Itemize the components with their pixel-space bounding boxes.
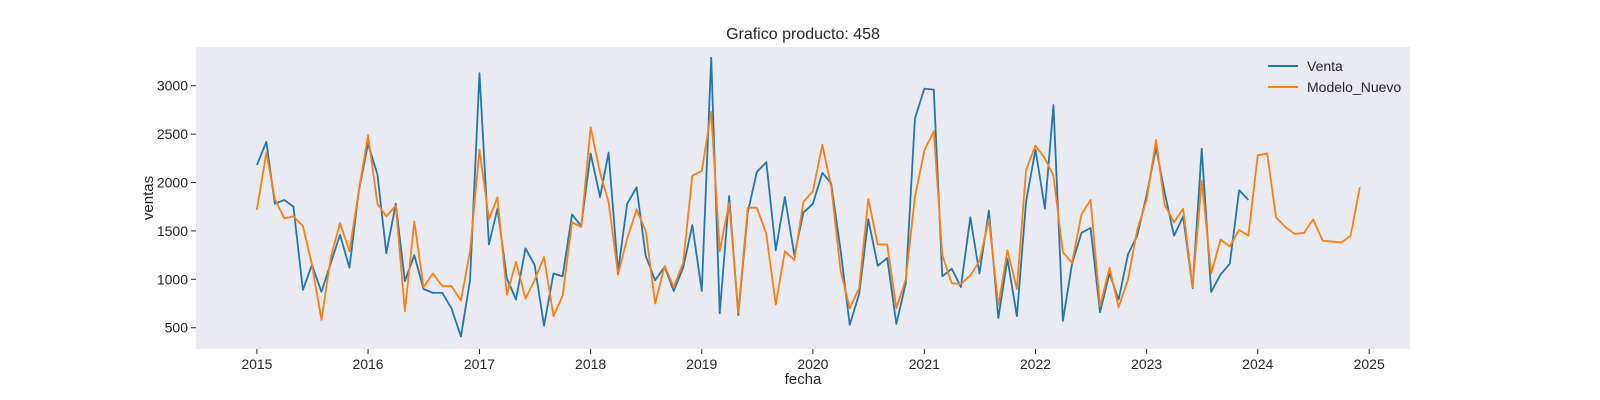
x-tick-label: 2018 — [575, 356, 606, 372]
legend: Venta Modelo_Nuevo — [1268, 58, 1401, 95]
series-layer — [256, 56, 1361, 338]
series-line-venta — [256, 56, 1249, 338]
x-tick-label: 2022 — [1020, 356, 1051, 372]
y-tick-label: 1500 — [157, 223, 188, 239]
x-axis-label: fecha — [785, 371, 822, 388]
x-tick-label: 2021 — [909, 356, 940, 372]
y-tick-label: 2500 — [157, 126, 188, 142]
y-axis-label: ventas — [140, 176, 157, 220]
y-tick-label: 500 — [165, 320, 189, 336]
x-tick-label: 2025 — [1354, 356, 1385, 372]
legend-label: Venta — [1307, 58, 1343, 74]
x-axis-ticks: 2015 2016 2017 2018 2019 2020 2021 2022 2023 2024… — [241, 349, 1385, 372]
plot-area — [196, 47, 1410, 349]
x-tick-label: 2015 — [241, 356, 272, 372]
x-tick-label: 2017 — [464, 356, 495, 372]
x-tick-label: 2023 — [1131, 356, 1162, 372]
x-tick-label: 2020 — [797, 356, 828, 372]
legend-label: Modelo_Nuevo — [1307, 79, 1401, 95]
y-tick-label: 3000 — [157, 78, 188, 94]
y-axis-ticks: 500 1000 1500 2000 2500 3000 — [157, 78, 196, 336]
chart-title: Grafico producto: 458 — [726, 26, 880, 43]
y-tick-label: 2000 — [157, 175, 188, 191]
y-tick-label: 1000 — [157, 271, 188, 287]
series-line-modelo-nuevo — [256, 110, 1361, 321]
x-tick-label: 2024 — [1242, 356, 1273, 372]
x-tick-label: 2019 — [686, 356, 717, 372]
x-tick-label: 2016 — [352, 356, 383, 372]
